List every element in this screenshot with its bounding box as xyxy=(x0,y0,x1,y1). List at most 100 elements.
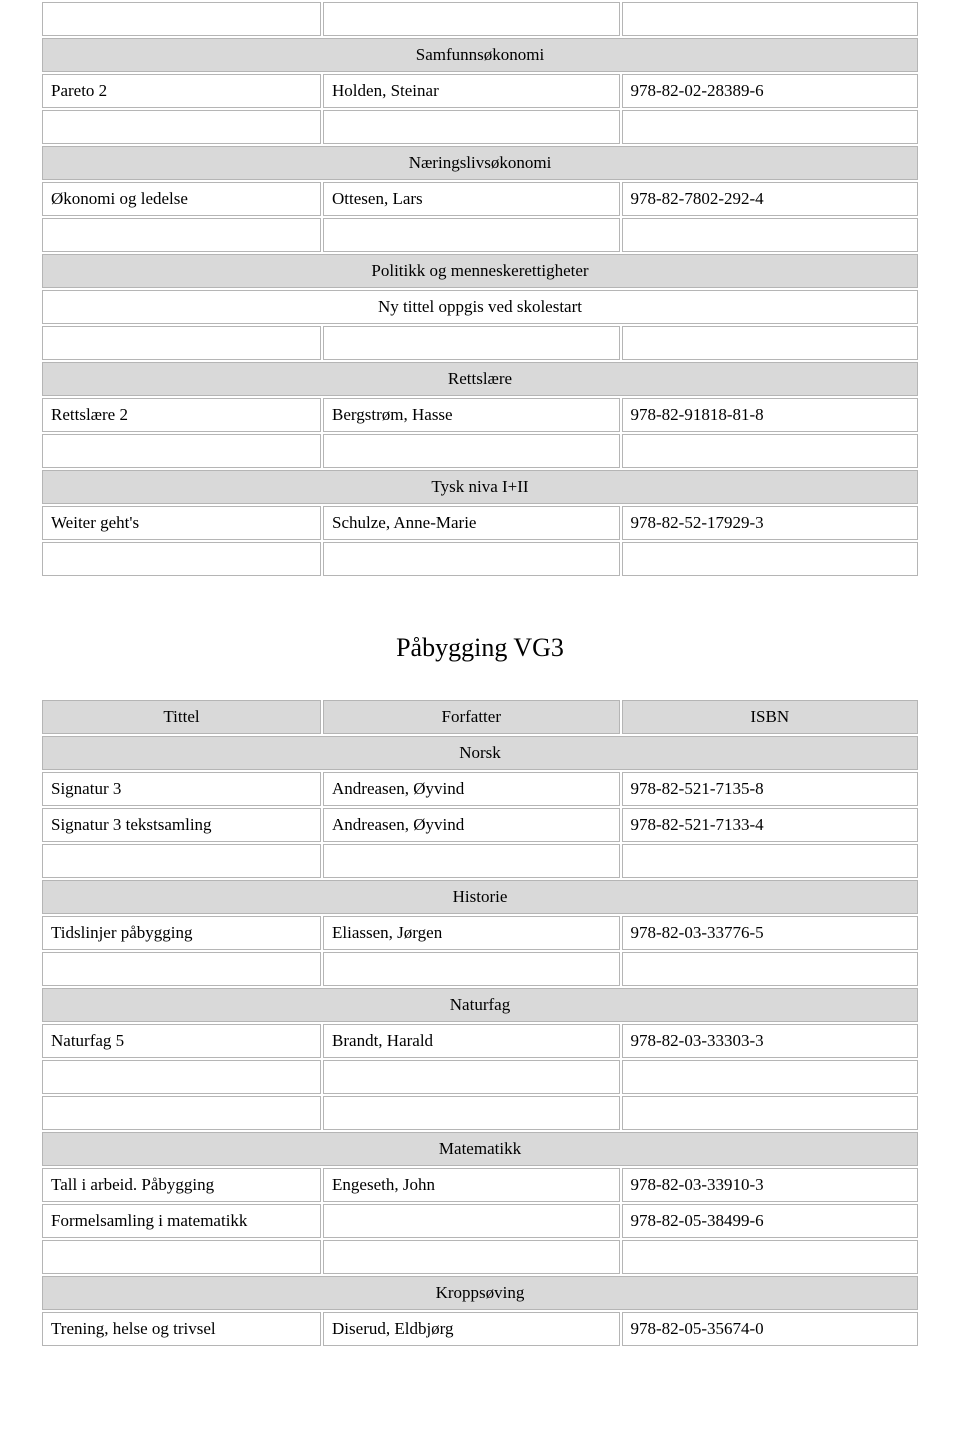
table-row xyxy=(42,952,918,986)
table-row: Formelsamling i matematikk 978-82-05-3849… xyxy=(42,1204,918,1238)
data-cell: Brandt, Harald xyxy=(323,1024,619,1058)
data-cell: Signatur 3 tekstsamling xyxy=(42,808,321,842)
lower-table-body: TittelForfatterISBNNorskSignatur 3Andrea… xyxy=(42,700,918,1346)
empty-cell xyxy=(323,1060,619,1094)
column-header: Forfatter xyxy=(323,700,619,734)
empty-cell xyxy=(622,844,919,878)
subject-header: Kroppsøving xyxy=(42,1276,918,1310)
subject-header: Politikk og menneskerettigheter xyxy=(42,254,918,288)
subject-header: Næringslivsøkonomi xyxy=(42,146,918,180)
empty-cell xyxy=(622,218,919,252)
column-header: ISBN xyxy=(622,700,919,734)
data-cell: Weiter geht's xyxy=(42,506,321,540)
table-row: Tidslinjer påbyggingEliassen, Jørgen978-… xyxy=(42,916,918,950)
data-cell: Andreasen, Øyvind xyxy=(323,772,619,806)
data-cell: Økonomi og ledelse xyxy=(42,182,321,216)
table-row: Signatur 3 tekstsamlingAndreasen, Øyvind… xyxy=(42,808,918,842)
data-cell: 978-82-05-38499-6 xyxy=(622,1204,919,1238)
upper-table-body: SamfunnsøkonomiPareto 2Holden, Steinar97… xyxy=(42,2,918,576)
table-row: Norsk xyxy=(42,736,918,770)
data-cell: Signatur 3 xyxy=(42,772,321,806)
data-cell: 978-82-91818-81-8 xyxy=(622,398,919,432)
data-cell: Tidslinjer påbygging xyxy=(42,916,321,950)
lower-table: TittelForfatterISBNNorskSignatur 3Andrea… xyxy=(40,698,920,1348)
empty-cell xyxy=(323,326,619,360)
table-row: Rettslære 2Bergstrøm, Hasse978-82-91818-… xyxy=(42,398,918,432)
table-row xyxy=(42,844,918,878)
data-cell: Diserud, Eldbjørg xyxy=(323,1312,619,1346)
empty-cell xyxy=(42,1096,321,1130)
subject-header: Naturfag xyxy=(42,988,918,1022)
table-row xyxy=(42,542,918,576)
data-cell: Andreasen, Øyvind xyxy=(323,808,619,842)
empty-cell xyxy=(323,844,619,878)
empty-cell xyxy=(42,218,321,252)
data-cell: 978-82-521-7135-8 xyxy=(622,772,919,806)
table-row: Matematikk xyxy=(42,1132,918,1166)
empty-cell xyxy=(622,2,919,36)
data-cell: Naturfag 5 xyxy=(42,1024,321,1058)
table-row xyxy=(42,434,918,468)
table-row xyxy=(42,1240,918,1274)
empty-cell xyxy=(323,1096,619,1130)
empty-cell xyxy=(42,2,321,36)
table-row: Samfunnsøkonomi xyxy=(42,38,918,72)
subject-header: Norsk xyxy=(42,736,918,770)
empty-cell xyxy=(42,844,321,878)
empty-cell xyxy=(323,952,619,986)
table-row: Weiter geht'sSchulze, Anne-Marie978-82-5… xyxy=(42,506,918,540)
note-cell: Ny tittel oppgis ved skolestart xyxy=(42,290,918,324)
data-cell: Formelsamling i matematikk xyxy=(42,1204,321,1238)
data-cell: 978-82-02-28389-6 xyxy=(622,74,919,108)
data-cell: 978-82-7802-292-4 xyxy=(622,182,919,216)
data-cell: Engeseth, John xyxy=(323,1168,619,1202)
table-row: TittelForfatterISBN xyxy=(42,700,918,734)
empty-cell xyxy=(42,110,321,144)
data-cell: Eliassen, Jørgen xyxy=(323,916,619,950)
data-cell: 978-82-52-17929-3 xyxy=(622,506,919,540)
empty-cell xyxy=(42,1060,321,1094)
data-cell: Pareto 2 xyxy=(42,74,321,108)
table-row xyxy=(42,218,918,252)
data-cell: Tall i arbeid. Påbygging xyxy=(42,1168,321,1202)
table-row xyxy=(42,2,918,36)
subject-header: Tysk niva I+II xyxy=(42,470,918,504)
table-row xyxy=(42,326,918,360)
empty-cell xyxy=(622,952,919,986)
empty-cell xyxy=(622,1060,919,1094)
empty-cell xyxy=(42,326,321,360)
table-row: Tysk niva I+II xyxy=(42,470,918,504)
data-cell: 978-82-03-33303-3 xyxy=(622,1024,919,1058)
table-row: Rettslære xyxy=(42,362,918,396)
empty-cell xyxy=(42,434,321,468)
data-cell: Schulze, Anne-Marie xyxy=(323,506,619,540)
table-row: Tall i arbeid. PåbyggingEngeseth, John97… xyxy=(42,1168,918,1202)
table-row: Politikk og menneskerettigheter xyxy=(42,254,918,288)
table-row: Signatur 3Andreasen, Øyvind978-82-521-71… xyxy=(42,772,918,806)
data-cell: Trening, helse og trivsel xyxy=(42,1312,321,1346)
data-cell: 978-82-05-35674-0 xyxy=(622,1312,919,1346)
data-cell: 978-82-03-33910-3 xyxy=(622,1168,919,1202)
empty-cell xyxy=(622,110,919,144)
empty-cell xyxy=(323,434,619,468)
data-cell: Holden, Steinar xyxy=(323,74,619,108)
subject-header: Historie xyxy=(42,880,918,914)
empty-cell xyxy=(323,1240,619,1274)
empty-cell xyxy=(323,542,619,576)
table-row xyxy=(42,1096,918,1130)
subject-header: Samfunnsøkonomi xyxy=(42,38,918,72)
data-cell xyxy=(323,1204,619,1238)
table-row xyxy=(42,110,918,144)
upper-table: SamfunnsøkonomiPareto 2Holden, Steinar97… xyxy=(40,0,920,578)
empty-cell xyxy=(323,110,619,144)
table-row: Kroppsøving xyxy=(42,1276,918,1310)
table-row: Naturfag 5Brandt, Harald978-82-03-33303-… xyxy=(42,1024,918,1058)
page-section-title: Påbygging VG3 xyxy=(40,633,920,663)
table-row: Ny tittel oppgis ved skolestart xyxy=(42,290,918,324)
table-row: Historie xyxy=(42,880,918,914)
table-row xyxy=(42,1060,918,1094)
table-row: Trening, helse og trivselDiserud, Eldbjø… xyxy=(42,1312,918,1346)
table-row: Pareto 2Holden, Steinar978-82-02-28389-6 xyxy=(42,74,918,108)
data-cell: Bergstrøm, Hasse xyxy=(323,398,619,432)
empty-cell xyxy=(323,2,619,36)
